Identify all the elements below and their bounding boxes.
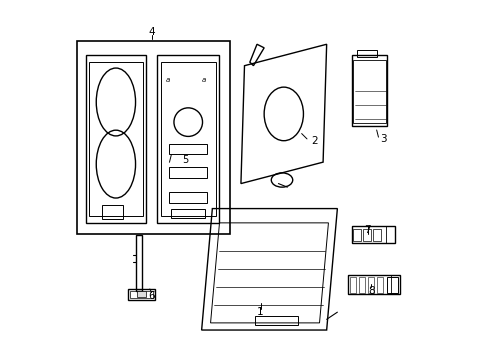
Bar: [363, 229, 370, 241]
Bar: [157, 55, 219, 223]
Bar: [255, 316, 298, 325]
Bar: [353, 60, 385, 123]
Text: a: a: [201, 77, 205, 83]
Bar: [373, 229, 380, 241]
Bar: [169, 144, 206, 154]
Text: 8: 8: [367, 286, 374, 296]
Bar: [349, 277, 356, 293]
Bar: [89, 62, 142, 216]
Text: 6: 6: [148, 291, 155, 301]
Bar: [85, 55, 146, 223]
Bar: [351, 55, 386, 126]
Bar: [358, 277, 365, 293]
Bar: [347, 275, 390, 294]
Bar: [376, 277, 382, 293]
Bar: [130, 291, 153, 298]
Bar: [351, 226, 394, 243]
Bar: [169, 192, 206, 203]
Bar: [356, 50, 376, 57]
Bar: [351, 226, 385, 243]
Bar: [386, 277, 397, 293]
Bar: [128, 289, 155, 300]
Text: 1: 1: [257, 307, 264, 317]
Bar: [137, 292, 146, 297]
Text: 4: 4: [148, 27, 155, 37]
Text: 2: 2: [310, 136, 317, 146]
Bar: [135, 235, 142, 291]
Bar: [347, 275, 399, 294]
Bar: [353, 229, 360, 241]
Bar: [171, 208, 205, 217]
Bar: [160, 62, 216, 216]
Bar: [169, 167, 206, 178]
Bar: [77, 41, 230, 234]
Text: 5: 5: [182, 156, 188, 165]
Text: 7: 7: [364, 225, 370, 235]
Text: 3: 3: [380, 134, 386, 144]
Bar: [367, 277, 373, 293]
Text: a: a: [165, 77, 169, 83]
Bar: [102, 205, 123, 219]
